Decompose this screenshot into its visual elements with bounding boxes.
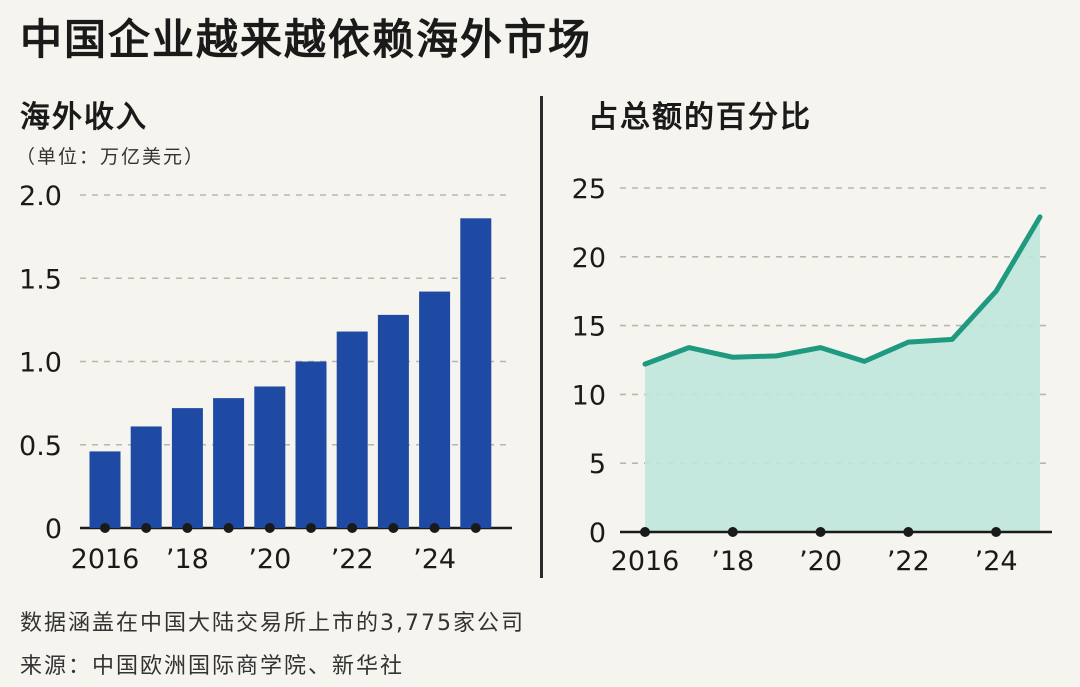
y-tick-label: 1.5 [19,264,62,295]
x-tick-dot [306,523,316,533]
data-point [1037,214,1043,220]
series-line [642,214,1043,367]
x-tick-dot [727,527,738,537]
x-tick-label: ’20 [799,546,842,577]
x-tick-dot [429,523,440,533]
y-tick-label: 20 [572,243,606,274]
bar [89,451,121,528]
x-tick-dot [264,523,275,533]
area-chart: 0 5 10 15 20 25 2016 ’18 ’20 ’22 ’24 [572,174,1052,577]
x-tick-dot [991,527,1002,537]
x-tick-dot [815,527,826,537]
data-point [906,339,911,345]
y-tick-label: 2.0 [19,181,62,212]
data-point [730,355,735,360]
x-tick-dot [223,523,234,533]
y-tick-label: 5 [589,449,606,480]
source-note: 来源：中国欧洲国际商学院、新华社 [20,654,405,679]
data-point [774,353,779,359]
data-point [818,345,823,350]
left-chart-unit: （单位：万亿美元） [16,146,206,168]
data-point [993,289,999,294]
bar [336,331,368,528]
x-tick-dot [141,523,152,533]
x-tick-label: ’18 [166,544,209,575]
y-tick-label: 25 [572,174,606,205]
x-tick-label: ’20 [248,544,291,575]
x-tick-label: 2016 [611,546,680,577]
bar [254,386,286,528]
y-tick-label: 0.5 [19,431,62,462]
x-tick-dot [100,523,110,533]
x-tick-dot [182,523,193,533]
bar [213,398,245,528]
x-tick-label: ’24 [413,544,456,575]
bar [130,426,162,528]
x-tick-label: ’22 [887,546,930,577]
panel-divider [540,96,543,578]
x-tick-label: ’22 [331,544,374,575]
y-tick-label: 0 [589,518,606,549]
bar [460,218,492,528]
footnote: 数据涵盖在中国大陆交易所上市的3,775家公司 [20,611,525,636]
bar [295,361,327,528]
y-tick-label: 15 [572,312,606,343]
x-tick-dot [388,523,399,533]
x-tick-dot [640,527,650,537]
bar [377,314,409,528]
left-chart-title: 海外收入 [20,100,148,135]
y-tick-label: 1.0 [19,348,62,379]
area-fill [645,216,1040,532]
data-point [686,345,692,350]
bar [419,291,451,528]
x-tick-label: ’18 [711,546,754,577]
y-tick-label: 10 [572,380,606,411]
x-tick-label: ’24 [975,546,1018,577]
right-chart-title: 占总额的百分比 [588,100,812,135]
data-point [950,337,955,342]
data-point [862,359,867,364]
data-point [642,361,648,367]
y-tick-label: 0 [45,514,62,545]
x-tick-dot [470,523,481,533]
x-tick-label: 2016 [71,544,140,575]
bar-chart: 0 0.5 1.0 1.5 2.0 2016 ’18 ’20 ’22 ’24 [19,181,512,575]
bar [171,408,203,528]
x-tick-dot [347,523,358,533]
x-tick-dot [903,527,914,537]
page-title: 中国企业越来越依赖海外市场 [20,15,593,64]
